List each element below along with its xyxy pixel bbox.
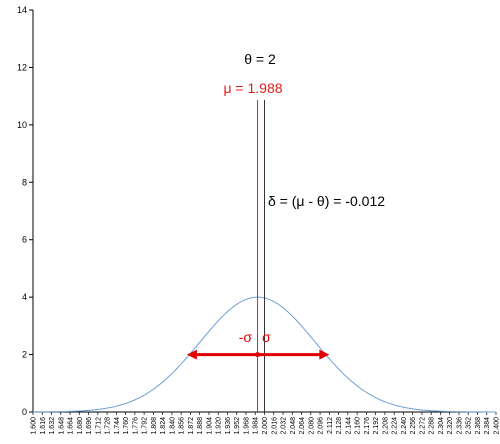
x-tick-label: 2.304 [438,417,445,435]
x-tick-label: 1.616 [40,417,47,435]
y-tick-label: 10 [17,120,27,130]
sigma-arrow-head-right [319,349,330,360]
x-tick-label: 2.144 [345,417,352,435]
x-tick-label: 1.600 [31,417,38,435]
x-tick-label: 2.352 [466,417,473,435]
x-tick-label: 2.048 [290,417,297,435]
x-tick-label: 1.680 [77,417,84,435]
x-tick-label: 2.400 [494,417,500,435]
x-tick-label: 1.664 [68,417,75,435]
y-tick-label: 0 [22,407,27,417]
sigma-label: σ [262,329,271,345]
x-tick-label: 2.160 [355,417,362,435]
x-tick-label: 2.256 [410,417,417,435]
x-tick-label: 1.856 [179,417,186,435]
x-tick-label: 1.632 [49,417,56,435]
x-tick-label: 2.208 [382,417,389,435]
y-tick-label: 12 [17,62,27,72]
sigma-arrow-head-left [186,349,197,360]
y-tick-label: 2 [22,350,27,360]
theta-label: θ = 2 [244,51,276,67]
x-tick-label: 1.984 [253,417,260,435]
sigma-arrow [186,349,330,360]
x-tick-label: 2.192 [373,417,380,435]
x-tick-label: 1.920 [216,417,223,435]
sigma-arrow-center-dot [255,352,261,358]
x-tick-label: 2.128 [336,417,343,435]
x-tick-label: 1.792 [142,417,149,435]
x-tick-label: 1.872 [188,417,195,435]
x-tick-label: 1.648 [58,417,65,435]
x-tick-label: 2.240 [401,417,408,435]
x-tick-label: 2.032 [281,417,288,435]
minus-sigma-label: -σ [239,329,253,345]
x-tick-label: 1.808 [151,417,158,435]
x-tick-label: 2.000 [262,417,269,435]
x-tick-label: 2.096 [318,417,325,435]
x-tick-label: 1.760 [123,417,130,435]
x-tick-label: 1.968 [243,417,250,435]
delta-label: δ = (μ - θ) = -0.012 [268,193,385,209]
y-axis: 0 2 4 6 8 10 12 14 [17,5,34,417]
x-tick-label: 1.744 [114,417,121,435]
x-tick-label: 1.776 [132,417,139,435]
x-tick-label: 2.272 [419,417,426,435]
x-tick-label: 2.176 [364,417,371,435]
x-tick-label: 2.336 [456,417,463,435]
y-tick-label: 6 [22,235,27,245]
y-tick-label: 14 [17,5,27,15]
y-tick-label: 8 [22,177,27,187]
x-tick-label: 2.224 [392,417,399,435]
x-tick-label: 2.368 [475,417,482,435]
x-tick-label: 1.712 [95,417,102,435]
x-tick-label: 1.888 [197,417,204,435]
x-tick-label: 2.288 [429,417,436,435]
x-tick-label: 2.384 [484,417,491,435]
x-tick-label: 2.080 [308,417,315,435]
x-tick-label: 1.936 [225,417,232,435]
x-tick-label: 1.728 [105,417,112,435]
x-tick-label: 2.320 [447,417,454,435]
x-tick-label: 1.904 [206,417,213,435]
x-tick-label: 2.016 [271,417,278,435]
x-tick-label: 1.840 [169,417,176,435]
x-tick-label: 2.064 [299,417,306,435]
y-tick-label: 4 [22,292,27,302]
x-tick-label: 2.112 [327,417,334,434]
x-axis: 1.600 1.616 1.632 1.648 1.664 1.680 1.696 1.712… [31,411,500,435]
x-tick-label: 1.952 [234,417,241,435]
x-tick-label: 1.696 [86,417,93,435]
x-tick-label: 1.824 [160,417,167,435]
mu-label: μ = 1.988 [223,80,282,96]
